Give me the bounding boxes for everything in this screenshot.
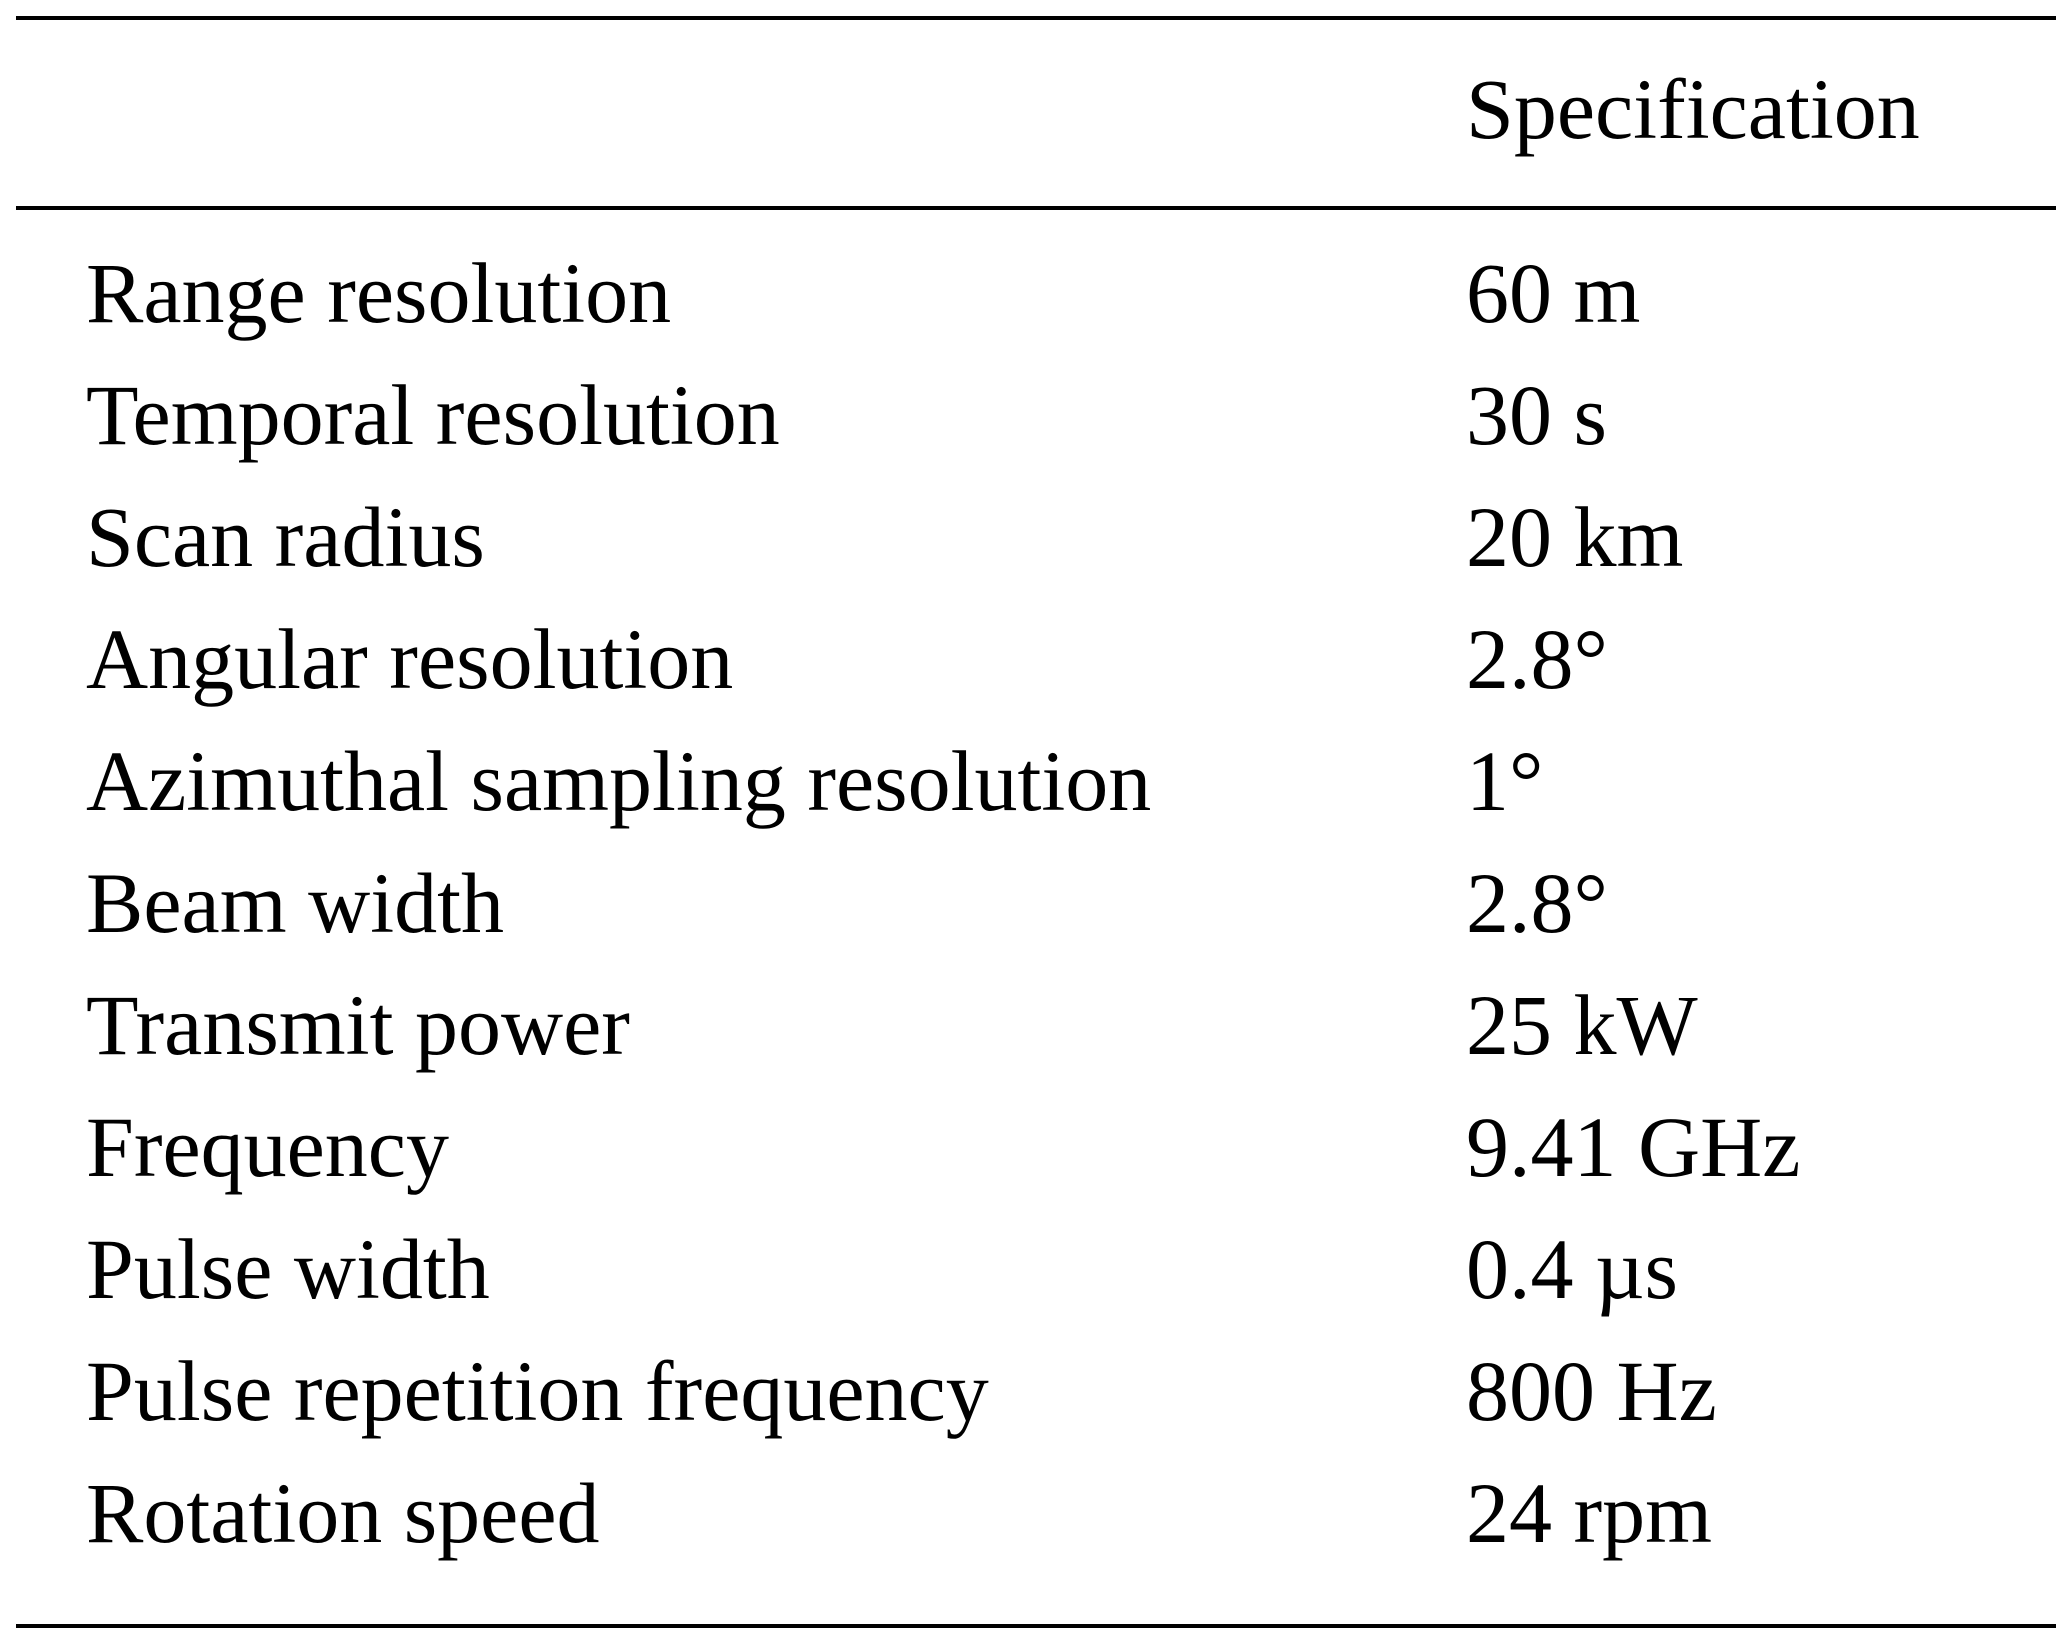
parameter-cell: Frequency <box>86 1099 449 1195</box>
table-row: Azimuthal sampling resolution 1° <box>0 726 2067 848</box>
bottom-rule <box>16 1624 2056 1628</box>
table-header-row: Specification <box>0 54 2067 174</box>
parameter-cell: Transmit power <box>86 977 630 1073</box>
table-row: Pulse width 0.4 µs <box>0 1214 2067 1336</box>
specification-cell: 60 m <box>1466 245 1641 341</box>
specification-cell: 24 rpm <box>1466 1465 1713 1561</box>
table-body: Range resolution 60 m Temporal resolutio… <box>0 238 2067 1580</box>
table-row: Scan radius 20 km <box>0 482 2067 604</box>
parameter-cell: Pulse width <box>86 1221 490 1317</box>
table-row: Frequency 9.41 GHz <box>0 1092 2067 1214</box>
table-row: Angular resolution 2.8° <box>0 604 2067 726</box>
specification-cell: 0.4 µs <box>1466 1221 1679 1317</box>
specification-cell: 9.41 GHz <box>1466 1099 1801 1195</box>
parameter-cell: Rotation speed <box>86 1465 600 1561</box>
parameter-cell: Beam width <box>86 855 504 951</box>
specification-cell: 1° <box>1466 733 1544 829</box>
parameter-cell: Angular resolution <box>86 611 734 707</box>
table-row: Transmit power 25 kW <box>0 970 2067 1092</box>
specification-cell: 2.8° <box>1466 855 1608 951</box>
table-row: Beam width 2.8° <box>0 848 2067 970</box>
specification-cell: 800 Hz <box>1466 1343 1717 1439</box>
parameter-cell: Azimuthal sampling resolution <box>86 733 1152 829</box>
top-rule <box>16 16 2056 20</box>
table-row: Rotation speed 24 rpm <box>0 1458 2067 1580</box>
specification-cell: 2.8° <box>1466 611 1608 707</box>
specification-cell: 20 km <box>1466 489 1684 585</box>
table-row: Pulse repetition frequency 800 Hz <box>0 1336 2067 1458</box>
table-row: Range resolution 60 m <box>0 238 2067 360</box>
header-rule <box>16 206 2056 210</box>
table-row: Temporal resolution 30 s <box>0 360 2067 482</box>
specification-cell: 25 kW <box>1466 977 1698 1073</box>
parameter-cell: Pulse repetition frequency <box>86 1343 989 1439</box>
parameter-cell: Scan radius <box>86 489 485 585</box>
parameter-cell: Temporal resolution <box>86 367 780 463</box>
header-specification: Specification <box>1466 61 1920 157</box>
parameter-cell: Range resolution <box>86 245 672 341</box>
specification-cell: 30 s <box>1466 367 1607 463</box>
